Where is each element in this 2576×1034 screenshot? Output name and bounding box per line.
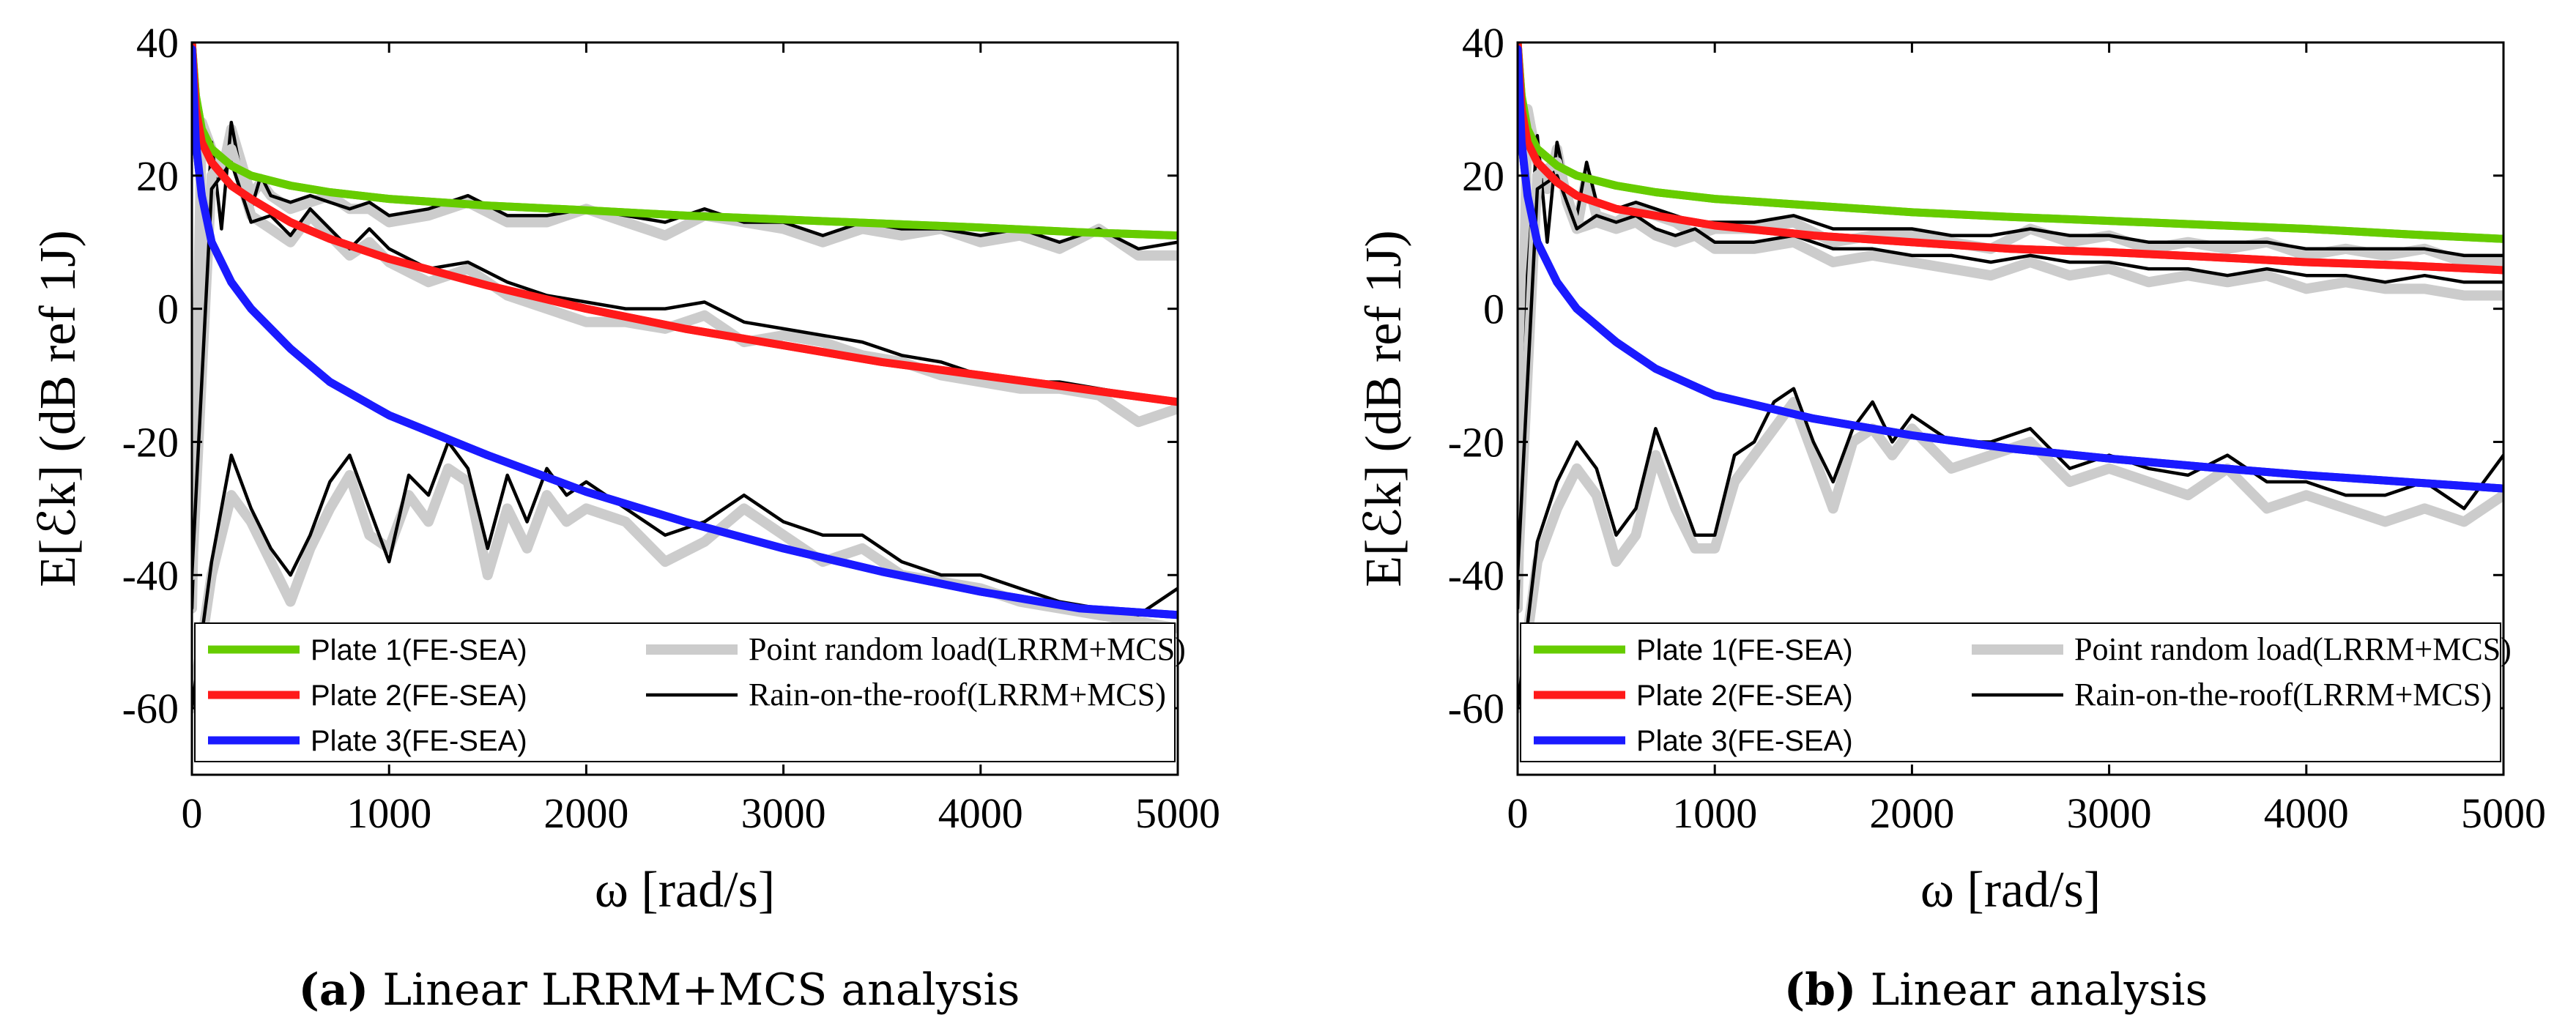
x-tick-label: 4000 [2264, 789, 2349, 837]
x-tick-label: 0 [182, 789, 203, 837]
x-tick-label: 2000 [1869, 789, 1954, 837]
x-tick-label: 1000 [346, 789, 431, 837]
panel-caption-label: (b) [1784, 964, 1857, 1016]
x-tick-label: 0 [1507, 789, 1529, 837]
legend-label: Rain-on-the-roof(LRRM+MCS) [2074, 677, 2492, 713]
y-tick-label: -60 [122, 685, 179, 732]
legend-label: Plate 1(FE-SEA) [311, 634, 527, 666]
panel-caption-text: Linear analysis [1856, 964, 2208, 1016]
series-line-5 [1518, 157, 2503, 581]
series-line-front-2 [192, 45, 1178, 620]
legend-label: Plate 3(FE-SEA) [1636, 725, 1853, 757]
series-line-7 [1518, 396, 2503, 714]
x-tick-label: 2000 [543, 789, 628, 837]
series-line-8 [1518, 387, 2503, 710]
x-tick-label: 4000 [938, 789, 1023, 837]
y-tick-label: 0 [157, 286, 179, 333]
plot-frame [190, 41, 1179, 776]
legend-label: Plate 3(FE-SEA) [311, 725, 527, 757]
legend-label: Plate 1(FE-SEA) [1636, 634, 1853, 666]
series-line-5 [192, 144, 1178, 581]
y-tick-label: 20 [136, 152, 179, 200]
series-line-8 [192, 440, 1178, 710]
legend-label: Plate 2(FE-SEA) [311, 680, 527, 712]
y-tick-label: -40 [122, 551, 179, 599]
panel-caption: (b) Linear analysis [1784, 964, 2208, 1016]
panel-caption-text: Linear LRRM+MCS analysis [368, 964, 1020, 1016]
series-line-3 [192, 117, 1178, 614]
y-tick-label: -40 [1448, 551, 1504, 599]
y-tick-label: -20 [122, 418, 179, 466]
y-axis-label: E[ℰk] (dB ref 1J) [1356, 230, 1412, 587]
y-tick-label: 20 [1462, 152, 1504, 200]
series-line-3 [1518, 103, 2503, 614]
legend-label: Point random load(LRRM+MCS) [749, 631, 1186, 667]
series-group [1518, 42, 2503, 714]
panel-b: 0 1000 2000 3000 4000 5000 -60 -40 -20 0 20 40 ω [ra… [1356, 19, 2546, 1016]
y-tick-label: 40 [136, 19, 179, 67]
x-axis-label: ω [rad/s] [595, 862, 775, 918]
legend-label: Rain-on-the-roof(LRRM+MCS) [749, 677, 1166, 713]
x-tick-label: 5000 [1135, 789, 1220, 837]
y-tick-label: -60 [1448, 685, 1504, 732]
y-tick-label: 0 [1483, 286, 1504, 333]
x-axis-label: ω [rad/s] [1920, 862, 2101, 918]
series-line-front-0 [1518, 42, 2503, 243]
y-axis-label: E[ℰk] (dB ref 1J) [30, 230, 86, 587]
series-line-front-0 [192, 42, 1178, 240]
legend-label: Point random load(LRRM+MCS) [2074, 631, 2512, 667]
series-line-front-2 [1518, 45, 2503, 493]
series-line-0 [1518, 42, 2503, 243]
legend-label: Plate 2(FE-SEA) [1636, 680, 1853, 712]
y-tick-label: -20 [1448, 418, 1504, 466]
x-tick-label: 5000 [2461, 789, 2546, 837]
y-tick-label: 40 [1462, 19, 1504, 67]
x-tick-label: 3000 [2067, 789, 2152, 837]
plot-frame [1516, 41, 2505, 776]
panel-caption: (a) Linear LRRM+MCS analysis [299, 964, 1020, 1016]
panel-a: 0 1000 2000 3000 4000 5000 -60 -40 -20 0 20 40 ω [ra… [30, 19, 1220, 1016]
series-line-6 [1518, 174, 2503, 577]
x-tick-label: 3000 [741, 789, 826, 837]
series-line-front-1 [1518, 42, 2503, 275]
x-tick-label: 1000 [1672, 789, 1757, 837]
series-group [192, 42, 1178, 714]
panel-caption-label: (a) [299, 964, 369, 1016]
series-line-front-1 [192, 42, 1178, 406]
